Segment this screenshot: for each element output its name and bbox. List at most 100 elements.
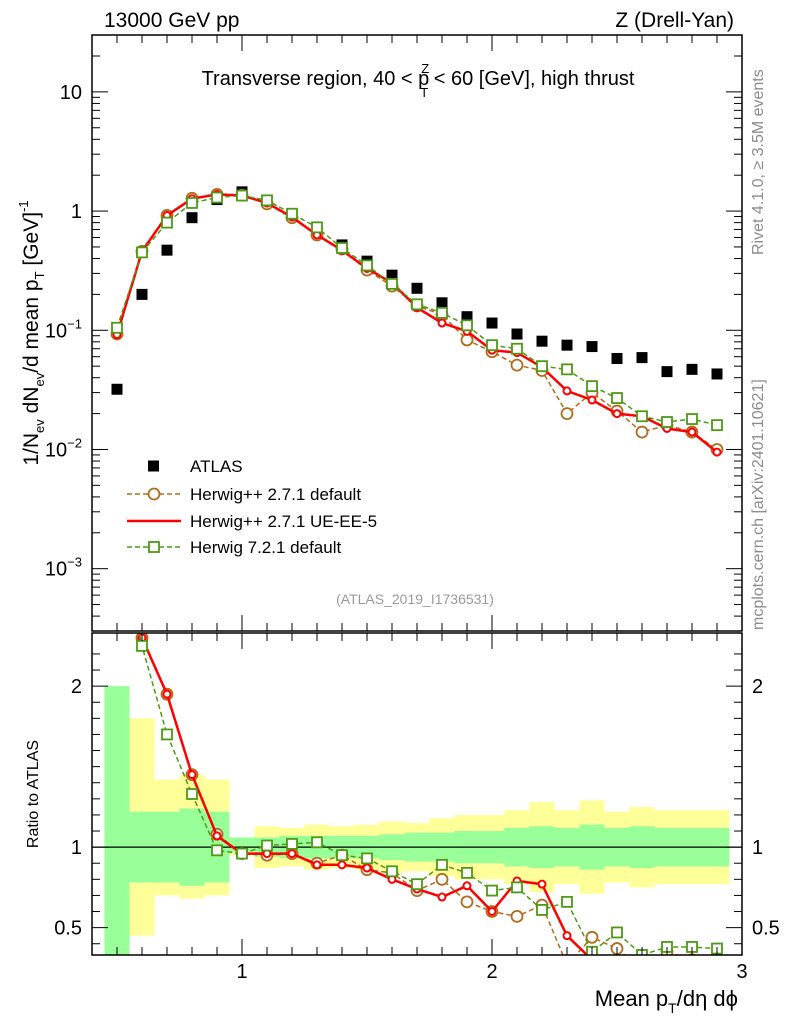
ratio-y-tick-label: 1 bbox=[71, 837, 82, 859]
ratio-ticks: 0.5 0.5 1 1 2 2 1 2 3 bbox=[54, 633, 780, 983]
ratio-point bbox=[136, 639, 148, 652]
data-point bbox=[186, 212, 198, 224]
ratio-point bbox=[436, 858, 448, 871]
mc-point bbox=[561, 363, 573, 376]
mc-point bbox=[111, 321, 123, 334]
data-point bbox=[611, 352, 623, 364]
ratio-point bbox=[386, 865, 398, 878]
x-axis-label: Mean pT/dη dϕ bbox=[595, 986, 738, 1016]
legend: ATLAS Herwig++ 2.7.1 default Herwig++ 2.7.… bbox=[127, 457, 377, 557]
mc-point bbox=[636, 410, 648, 423]
mc-point bbox=[136, 246, 148, 259]
mc-point bbox=[211, 191, 223, 204]
main-marks bbox=[110, 186, 724, 457]
y-tick-label: 10 bbox=[60, 82, 82, 104]
header-left: 13000 GeV pp bbox=[104, 9, 239, 32]
mc-point bbox=[536, 360, 548, 373]
mc-point bbox=[661, 416, 673, 428]
legend-label: Herwig 7.2.1 default bbox=[190, 538, 341, 557]
ratio-point bbox=[211, 844, 223, 857]
ratio-point bbox=[162, 689, 172, 699]
ratio-marks bbox=[112, 520, 723, 976]
mc-point bbox=[687, 427, 697, 437]
mc-point bbox=[461, 319, 473, 332]
y-tick-label: 10−3 bbox=[45, 555, 82, 581]
ratio-point bbox=[362, 863, 372, 873]
ratio-point bbox=[689, 956, 696, 963]
mc-point bbox=[635, 425, 649, 439]
mc-point bbox=[611, 392, 623, 404]
ratio-y-tick-label: 2 bbox=[71, 676, 82, 698]
data-point bbox=[386, 269, 398, 281]
ratio-point bbox=[461, 866, 473, 879]
ratio-point bbox=[714, 969, 721, 976]
ratio-panel: 0.5 0.5 1 1 2 2 1 2 3 Ratio to ATLAS Mean pT/dη … bbox=[25, 520, 780, 1016]
ratio-y-tick-label-right: 2 bbox=[752, 676, 763, 698]
ratio-point bbox=[460, 895, 474, 909]
mc-point bbox=[612, 409, 622, 419]
mc-point bbox=[436, 306, 448, 319]
mc-point bbox=[560, 407, 574, 420]
ratio-point bbox=[487, 907, 497, 917]
ratio-point bbox=[161, 728, 173, 741]
ratio-point bbox=[664, 956, 671, 963]
ratio-point bbox=[286, 838, 298, 850]
series-line bbox=[115, 193, 718, 454]
x-tick-label: 1 bbox=[236, 961, 247, 983]
band-inner bbox=[104, 686, 130, 955]
mc-point bbox=[186, 197, 198, 209]
ratio-point bbox=[336, 849, 348, 862]
data-point bbox=[636, 352, 648, 364]
legend-marker bbox=[148, 460, 159, 472]
ratio-point bbox=[561, 895, 573, 908]
ratio-point bbox=[287, 849, 297, 859]
mc-point bbox=[511, 342, 523, 355]
ratio-point bbox=[411, 878, 423, 891]
mc-point bbox=[286, 207, 298, 220]
ratio-point bbox=[212, 831, 222, 841]
plot-title: Transverse region, 40 < pZ T < 60 [GeV], … bbox=[202, 61, 635, 100]
x-tick-label: 2 bbox=[486, 961, 497, 983]
ratio-point bbox=[261, 839, 273, 852]
ratio-point bbox=[437, 892, 447, 902]
legend-label: Herwig++ 2.7.1 default bbox=[190, 485, 361, 504]
legend-marker bbox=[148, 541, 160, 553]
data-point bbox=[586, 341, 598, 353]
ratio-point bbox=[585, 930, 599, 944]
mc-point bbox=[586, 380, 598, 393]
ratio-point bbox=[114, 522, 121, 529]
ratio-point bbox=[337, 860, 347, 870]
mc-point bbox=[161, 216, 173, 229]
mc-point bbox=[437, 318, 447, 328]
mc-point bbox=[361, 259, 373, 272]
mc-point bbox=[486, 339, 498, 352]
mc-point bbox=[411, 298, 423, 311]
y-tick-label: 1 bbox=[71, 201, 82, 223]
header-right: Z (Drell-Yan) bbox=[615, 9, 734, 32]
ratio-point bbox=[637, 964, 648, 975]
ratio-point bbox=[536, 904, 548, 916]
mc-point bbox=[711, 419, 723, 432]
data-point bbox=[161, 244, 173, 256]
data-point bbox=[711, 368, 723, 380]
ratio-y-tick-label-right: 0.5 bbox=[752, 918, 780, 940]
ratio-point bbox=[112, 520, 122, 530]
legend-label: ATLAS bbox=[190, 457, 243, 476]
ratio-bands bbox=[92, 686, 742, 955]
ratio-y-tick-label: 0.5 bbox=[54, 918, 82, 940]
mc-point bbox=[587, 395, 597, 405]
ratio-point bbox=[112, 520, 123, 531]
mc-point bbox=[386, 277, 398, 290]
ratio-point bbox=[311, 836, 323, 849]
analysis-tag: (ATLAS_2019_I1736531) bbox=[336, 591, 494, 607]
data-point bbox=[686, 363, 698, 375]
mc-point bbox=[686, 413, 698, 425]
y-tick-label: 10−1 bbox=[45, 316, 82, 342]
x-tick-label: 3 bbox=[736, 961, 747, 983]
mc-point bbox=[712, 447, 722, 457]
ratio-point bbox=[462, 881, 472, 891]
legend-marker bbox=[147, 487, 161, 501]
ratio-point bbox=[537, 879, 547, 889]
mc-point bbox=[311, 221, 323, 234]
